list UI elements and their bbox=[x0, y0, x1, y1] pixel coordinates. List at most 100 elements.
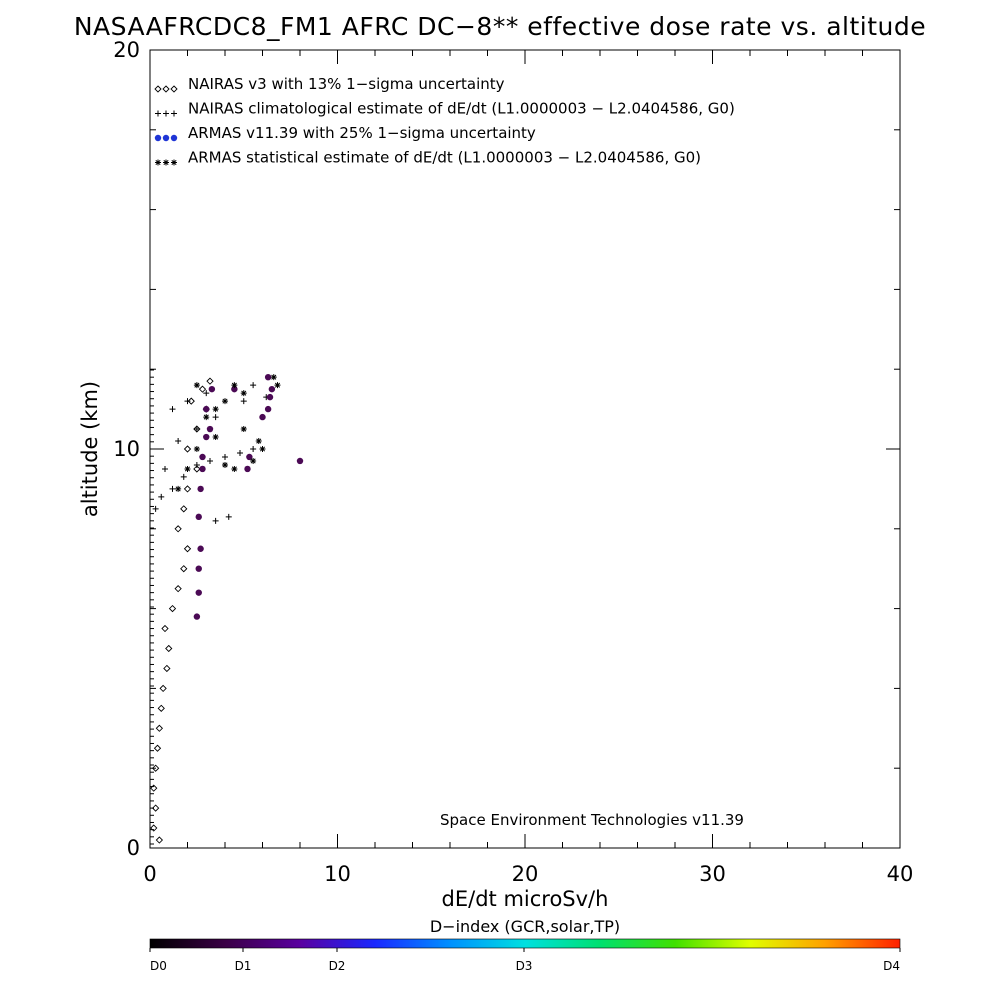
data-point-asterisk bbox=[270, 374, 277, 381]
data-point-asterisk bbox=[250, 457, 257, 464]
data-point-diamond bbox=[183, 545, 192, 553]
data-point-asterisk bbox=[193, 382, 200, 389]
data-point-plus bbox=[250, 446, 257, 452]
legend-marker-glyph bbox=[170, 134, 178, 142]
data-point-dot bbox=[195, 513, 202, 521]
colorbar-tick-label: D0 bbox=[150, 959, 167, 973]
data-point-plus bbox=[169, 485, 176, 492]
x-tick-label: 0 bbox=[143, 862, 156, 886]
data-point-plus bbox=[184, 398, 191, 405]
series-plus bbox=[152, 382, 270, 524]
annotation-credit: Space Environment Technologies v11.39 bbox=[440, 811, 744, 829]
data-point-diamond bbox=[150, 784, 158, 792]
chart-title: NASAAFRCDC8_FM1 AFRC DC−8** effective do… bbox=[73, 12, 927, 41]
legend-marker-glyph bbox=[155, 110, 161, 117]
data-point-diamond bbox=[206, 377, 214, 385]
data-point-plus bbox=[240, 398, 247, 405]
legend-label: NAIRAS v3 with 13% 1−sigma uncertainty bbox=[188, 75, 505, 93]
data-point-dot bbox=[296, 457, 304, 465]
legend-marker-glyph bbox=[170, 85, 178, 93]
legend-marker bbox=[155, 159, 177, 166]
legend-marker-glyph bbox=[162, 134, 170, 142]
data-point-diamond bbox=[183, 445, 192, 453]
x-tick-label: 10 bbox=[324, 862, 351, 886]
legend-marker-glyph bbox=[154, 85, 162, 93]
x-tick-label: 40 bbox=[887, 862, 914, 886]
data-point-diamond bbox=[161, 624, 169, 633]
data-point-asterisk bbox=[240, 426, 247, 433]
legend-label: NAIRAS climatological estimate of dE/dt … bbox=[188, 100, 735, 118]
data-point-asterisk bbox=[212, 434, 219, 441]
legend-label: ARMAS statistical estimate of dE/dt (L1.… bbox=[188, 149, 701, 167]
series-diamond bbox=[150, 377, 214, 844]
data-point-asterisk bbox=[222, 461, 228, 468]
data-point-diamond bbox=[151, 764, 160, 772]
y-axis-label: altitude (km) bbox=[78, 381, 102, 517]
y-tick-label: 10 bbox=[113, 437, 140, 461]
data-point-dot bbox=[197, 485, 204, 493]
data-point-asterisk bbox=[212, 406, 219, 413]
legend-marker-glyph bbox=[162, 85, 170, 93]
data-point-plus bbox=[222, 453, 228, 460]
data-point-plus bbox=[193, 426, 200, 433]
data-point-asterisk bbox=[203, 414, 210, 421]
data-point-dot bbox=[199, 465, 206, 473]
legend-marker-glyph bbox=[155, 159, 161, 166]
data-point-plus bbox=[169, 406, 176, 413]
data-point-asterisk bbox=[255, 438, 262, 445]
colorbar-tick-label: D4 bbox=[883, 959, 900, 973]
data-point-diamond bbox=[153, 744, 162, 752]
data-point-plus bbox=[225, 513, 232, 520]
data-point-plus bbox=[212, 517, 219, 524]
colorbar-tick-label: D1 bbox=[235, 959, 252, 973]
data-point-plus bbox=[212, 414, 219, 421]
data-point-dot bbox=[231, 385, 238, 393]
data-point-diamond bbox=[193, 465, 201, 473]
data-point-dot bbox=[259, 413, 266, 421]
data-point-plus bbox=[250, 382, 257, 389]
data-point-diamond bbox=[151, 804, 160, 812]
data-point-asterisk bbox=[231, 465, 238, 472]
legend-marker-glyph bbox=[171, 159, 177, 166]
data-point-dot bbox=[266, 393, 274, 401]
data-point-diamond bbox=[198, 385, 207, 393]
legend-marker bbox=[155, 110, 177, 117]
series-asterisk bbox=[175, 374, 281, 492]
data-point-dot bbox=[208, 385, 216, 393]
data-point-asterisk bbox=[193, 446, 200, 452]
data-point-dot bbox=[268, 385, 276, 393]
data-point-diamond bbox=[180, 565, 188, 573]
colorbar-tick-label: D2 bbox=[329, 959, 346, 973]
data-point-dot bbox=[203, 405, 210, 413]
data-point-asterisk bbox=[259, 446, 266, 452]
data-point-diamond bbox=[150, 824, 158, 832]
x-tick-label: 30 bbox=[699, 862, 726, 886]
data-point-diamond bbox=[187, 397, 195, 405]
legend-marker-glyph bbox=[171, 110, 177, 117]
data-point-dot bbox=[199, 453, 206, 461]
data-point-asterisk bbox=[175, 485, 182, 492]
x-tick-label: 20 bbox=[512, 862, 539, 886]
data-point-plus bbox=[158, 493, 165, 500]
data-point-diamond bbox=[168, 604, 177, 613]
y-tick-label: 0 bbox=[127, 836, 140, 860]
data-point-plus bbox=[203, 390, 210, 397]
data-point-diamond bbox=[155, 724, 164, 732]
data-point-diamond bbox=[183, 485, 192, 493]
legend-marker bbox=[154, 134, 178, 142]
data-point-plus bbox=[237, 449, 243, 456]
data-point-dot bbox=[193, 613, 201, 620]
data-point-asterisk bbox=[231, 382, 238, 389]
data-point-plus bbox=[175, 438, 182, 445]
legend-marker-glyph bbox=[163, 159, 169, 166]
colorbar-tick-label: D3 bbox=[516, 959, 533, 973]
data-point-asterisk bbox=[240, 390, 247, 397]
data-point-asterisk bbox=[222, 398, 228, 405]
data-point-plus bbox=[207, 457, 213, 464]
data-point-diamond bbox=[157, 704, 165, 712]
data-point-dot bbox=[246, 453, 253, 461]
data-point-plus bbox=[152, 505, 159, 512]
data-point-diamond bbox=[155, 836, 164, 844]
